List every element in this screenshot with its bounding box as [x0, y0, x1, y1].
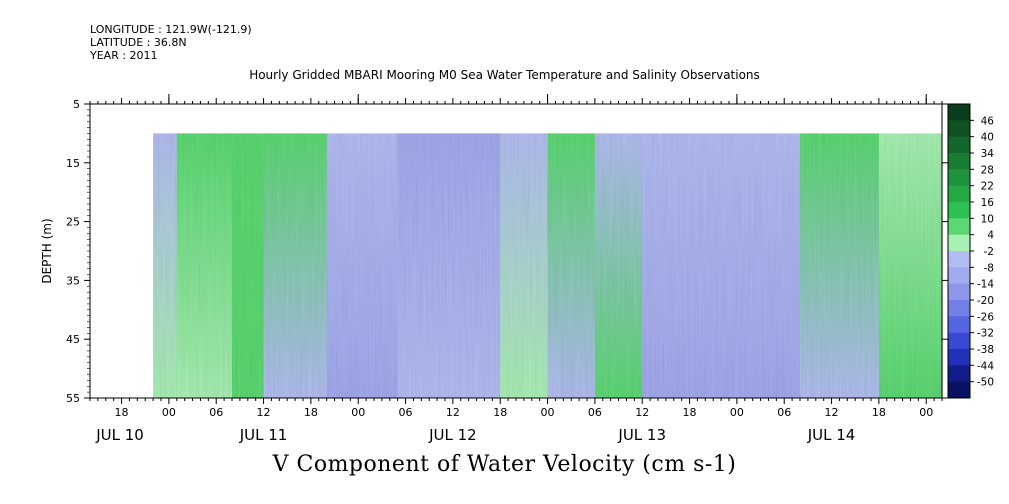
x-tick-label: 12	[825, 406, 839, 419]
x-tick-label: 00	[730, 406, 744, 419]
colorbar-label: 46	[981, 115, 995, 127]
y-axis-label: DEPTH (m)	[40, 218, 54, 283]
x-tick-label: 18	[304, 406, 318, 419]
y-tick-label: 35	[66, 274, 80, 287]
x-tick-label: 12	[446, 406, 460, 419]
colorbar-label: 10	[981, 213, 994, 225]
y-tick-label: 45	[66, 333, 80, 346]
year-label: YEAR : 2011	[90, 49, 158, 62]
colorbar-label: 40	[981, 132, 994, 144]
x-date-label: JUL 12	[428, 426, 477, 444]
x-date-label: JUL 10	[95, 426, 144, 444]
x-tick-label: 06	[209, 406, 223, 419]
x-tick-label: 06	[399, 406, 413, 419]
colorbar-swatch	[948, 316, 970, 334]
colorbar-label: -32	[977, 328, 994, 340]
y-tick-label: 5	[73, 98, 80, 111]
x-tick-label: 18	[493, 406, 507, 419]
colorbar-label: -50	[977, 377, 994, 389]
x-tick-label: 18	[872, 406, 886, 419]
colorbar-swatch	[948, 251, 970, 268]
colorbar-swatch	[948, 365, 970, 383]
colorbar-label: -8	[984, 262, 994, 274]
x-tick-label: 00	[351, 406, 365, 419]
longitude-label: LONGITUDE : 121.9W(-121.9)	[90, 23, 252, 36]
latitude-label: LATITUDE : 36.8N	[90, 36, 187, 49]
colorbar-swatch	[948, 202, 970, 219]
colorbar-swatch	[948, 349, 970, 366]
colorbar-label: 16	[981, 197, 995, 209]
x-date-label: JUL 14	[807, 426, 856, 444]
colorbar-label: -44	[977, 360, 994, 372]
x-tick-label: 00	[919, 406, 933, 419]
colorbar-swatch	[948, 332, 970, 350]
chart-title: Hourly Gridded MBARI Mooring M0 Sea Wate…	[249, 68, 760, 82]
variable-title: V Component of Water Velocity (cm s-1)	[272, 452, 737, 477]
x-tick-label: 06	[588, 406, 602, 419]
colorbar-label: -2	[984, 246, 994, 258]
colorbar-swatch	[948, 169, 970, 187]
colorbar-swatch	[948, 283, 970, 301]
colorbar: 46 40 34 28 22 16 10 4 -2 -8 -14 -20 -26 -32 -38 -44 -50	[947, 103, 995, 399]
x-tick-label: 12	[257, 406, 271, 419]
x-tick-label: 06	[777, 406, 791, 419]
x-date-label: JUL 13	[617, 426, 666, 444]
colorbar-label: 34	[981, 148, 995, 160]
axes: 18 00 06 12 18 00 06 12 18 00 06 12 18 00 06 12 18 00 JUL …	[40, 94, 948, 444]
colorbar-label: -26	[977, 311, 994, 323]
x-tick-label: 18	[115, 406, 129, 419]
y-tick-label: 25	[66, 216, 80, 229]
x-tick-label: 00	[541, 406, 555, 419]
colorbar-label: -38	[977, 344, 994, 356]
colorbar-swatch	[948, 120, 970, 138]
colorbar-label: 22	[981, 181, 994, 193]
colorbar-swatch	[948, 153, 970, 170]
colorbar-label: -20	[977, 295, 994, 307]
colorbar-swatch	[948, 136, 970, 154]
colorbar-label: 28	[981, 164, 994, 176]
x-tick-label: 12	[635, 406, 649, 419]
colorbar-swatch	[948, 185, 970, 203]
heatmap-texture	[153, 133, 943, 398]
colorbar-label: 4	[987, 230, 994, 242]
colorbar-swatch	[948, 234, 970, 252]
plot-area	[153, 133, 943, 398]
y-tick-label: 15	[66, 157, 80, 170]
colorbar-swatch	[948, 381, 970, 399]
colorbar-swatch	[948, 104, 970, 121]
x-tick-label: 00	[162, 406, 176, 419]
colorbar-swatch	[948, 218, 970, 236]
y-tick-label: 55	[66, 392, 80, 405]
x-date-label: JUL 11	[239, 426, 288, 444]
colorbar-label: -14	[977, 279, 994, 291]
x-tick-label: 18	[683, 406, 697, 419]
colorbar-swatch	[948, 300, 970, 317]
colorbar-swatch	[948, 267, 970, 285]
